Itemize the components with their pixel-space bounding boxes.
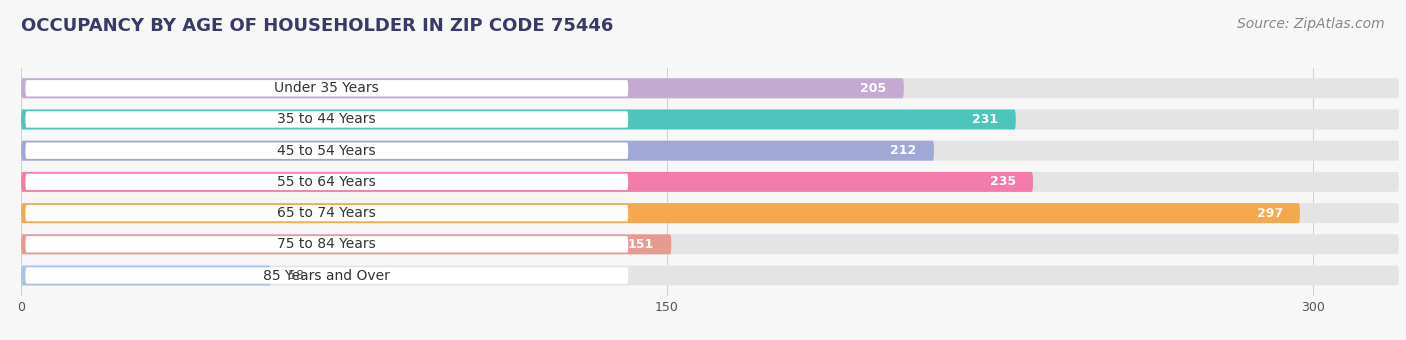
Text: 55 to 64 Years: 55 to 64 Years: [277, 175, 377, 189]
FancyBboxPatch shape: [25, 267, 628, 284]
FancyBboxPatch shape: [25, 174, 628, 190]
Text: Source: ZipAtlas.com: Source: ZipAtlas.com: [1237, 17, 1385, 31]
FancyBboxPatch shape: [21, 141, 934, 161]
FancyBboxPatch shape: [21, 234, 1399, 254]
FancyBboxPatch shape: [21, 109, 1015, 130]
Text: OCCUPANCY BY AGE OF HOUSEHOLDER IN ZIP CODE 75446: OCCUPANCY BY AGE OF HOUSEHOLDER IN ZIP C…: [21, 17, 613, 35]
FancyBboxPatch shape: [25, 205, 628, 221]
FancyBboxPatch shape: [21, 78, 904, 98]
Text: 45 to 54 Years: 45 to 54 Years: [277, 144, 377, 158]
FancyBboxPatch shape: [25, 111, 628, 128]
Text: 297: 297: [1257, 207, 1282, 220]
Text: 212: 212: [890, 144, 917, 157]
FancyBboxPatch shape: [21, 203, 1399, 223]
FancyBboxPatch shape: [21, 109, 1399, 130]
Text: Under 35 Years: Under 35 Years: [274, 81, 380, 95]
Text: 85 Years and Over: 85 Years and Over: [263, 269, 391, 283]
FancyBboxPatch shape: [25, 80, 628, 97]
FancyBboxPatch shape: [21, 172, 1033, 192]
Text: 151: 151: [628, 238, 654, 251]
FancyBboxPatch shape: [21, 266, 1399, 286]
Text: 35 to 44 Years: 35 to 44 Years: [277, 113, 377, 126]
Text: 58: 58: [288, 269, 304, 282]
FancyBboxPatch shape: [25, 142, 628, 159]
Text: 205: 205: [860, 82, 887, 95]
Text: 65 to 74 Years: 65 to 74 Years: [277, 206, 377, 220]
Text: 75 to 84 Years: 75 to 84 Years: [277, 237, 377, 251]
FancyBboxPatch shape: [21, 266, 271, 286]
FancyBboxPatch shape: [21, 78, 1399, 98]
Text: 235: 235: [990, 175, 1015, 188]
FancyBboxPatch shape: [25, 236, 628, 253]
Text: 231: 231: [973, 113, 998, 126]
FancyBboxPatch shape: [21, 203, 1301, 223]
FancyBboxPatch shape: [21, 141, 1399, 161]
FancyBboxPatch shape: [21, 172, 1399, 192]
FancyBboxPatch shape: [21, 234, 671, 254]
